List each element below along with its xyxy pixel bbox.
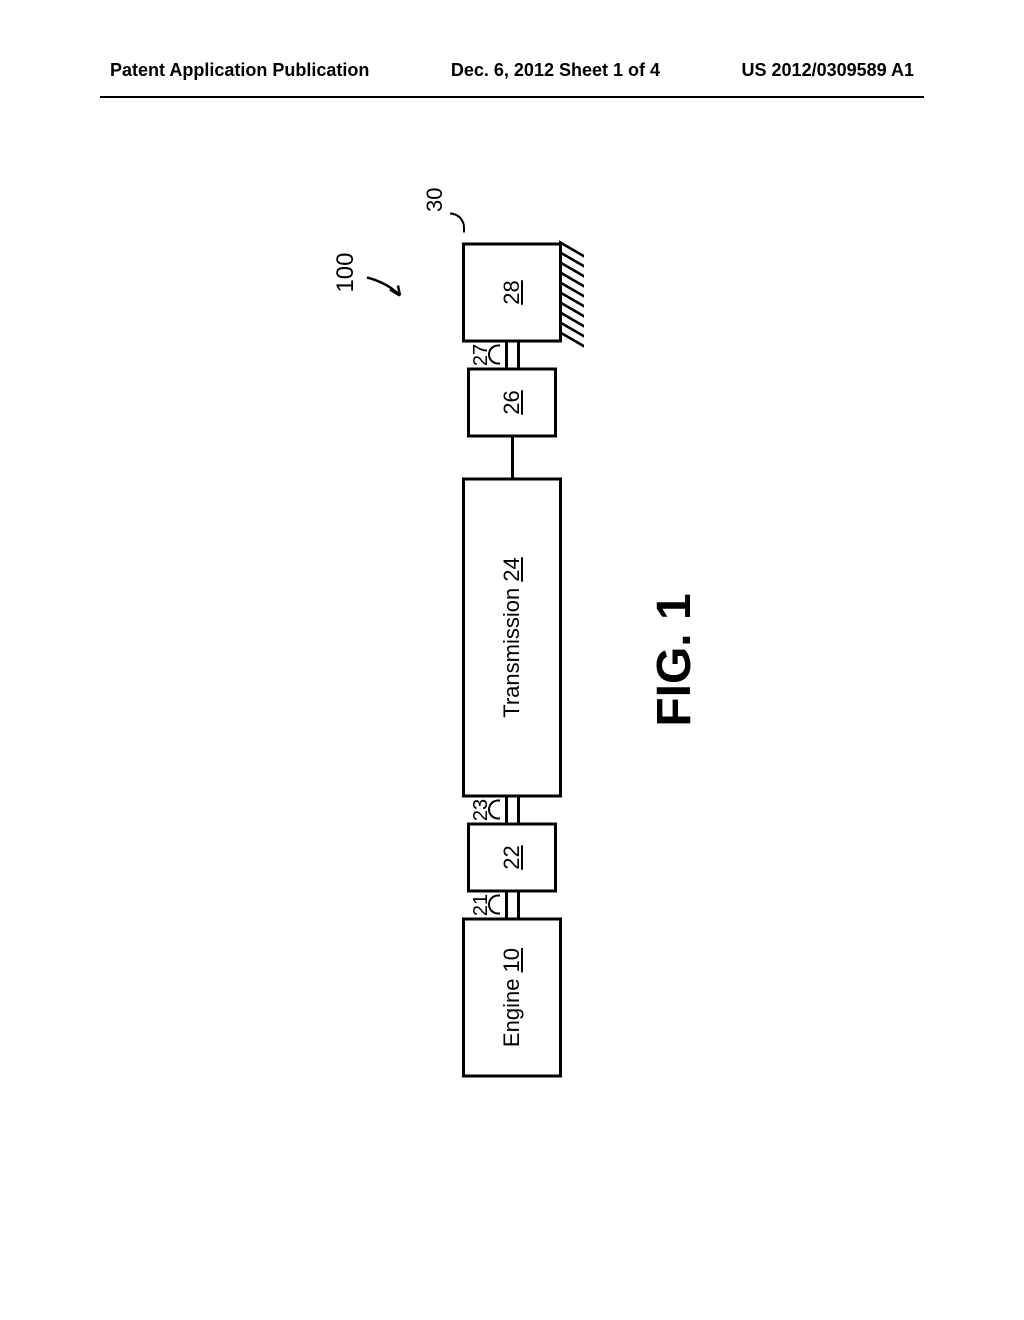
box-28: 28 <box>462 243 562 343</box>
engine-label: Engine 10 <box>499 948 525 1047</box>
ref-100-arrow <box>362 268 412 308</box>
figure-label: FIG. 1 <box>647 593 702 726</box>
ref-label-30: 30 <box>422 188 448 212</box>
ref-label-100: 100 <box>332 253 360 293</box>
page-header: Patent Application Publication Dec. 6, 2… <box>0 0 1024 91</box>
connector-21-label: 21 <box>470 894 493 916</box>
box-28-label: 28 <box>499 280 525 304</box>
engine-box: Engine 10 <box>462 918 562 1078</box>
ground-hatching <box>559 241 584 341</box>
connector-23: 23 <box>505 798 520 823</box>
transmission-box: Transmission 24 <box>462 478 562 798</box>
ref-30-arc <box>450 213 465 233</box>
connector-21: 21 <box>505 893 520 918</box>
box-22-label: 22 <box>499 845 525 869</box>
box-26-label: 26 <box>499 390 525 414</box>
transmission-label: Transmission 24 <box>499 557 525 718</box>
connector-27-label: 27 <box>470 344 493 366</box>
connector-23-label: 23 <box>470 799 493 821</box>
connector-thin <box>511 438 514 478</box>
box-26: 26 <box>467 368 557 438</box>
connector-27: 27 <box>505 343 520 368</box>
diagram-container: 100 Engine 10 21 22 23 Transmission 24 2… <box>462 243 562 1078</box>
box-22: 22 <box>467 823 557 893</box>
header-divider <box>100 96 924 98</box>
header-center: Dec. 6, 2012 Sheet 1 of 4 <box>451 60 660 81</box>
block-diagram: 100 Engine 10 21 22 23 Transmission 24 2… <box>462 243 562 1078</box>
header-right: US 2012/0309589 A1 <box>742 60 914 81</box>
header-left: Patent Application Publication <box>110 60 369 81</box>
